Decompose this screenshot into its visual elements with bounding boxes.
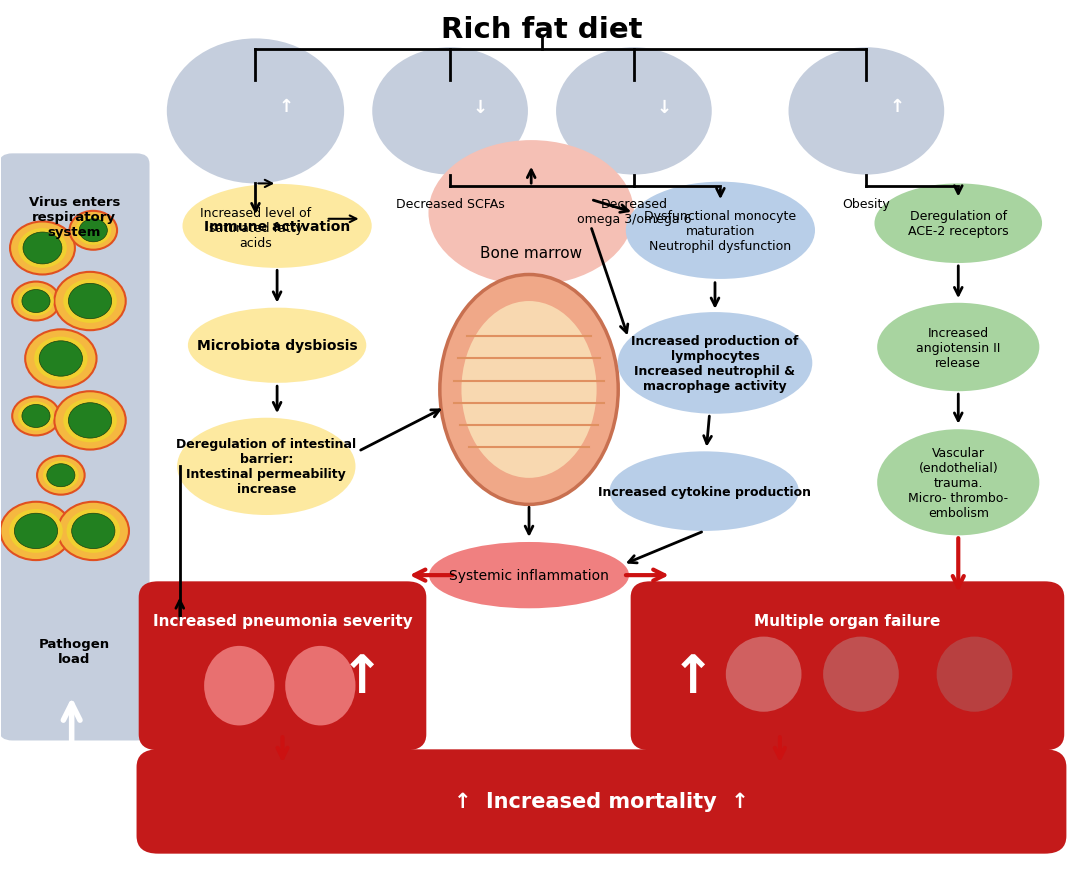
Ellipse shape bbox=[188, 308, 366, 384]
Text: Increased pneumonia severity: Increased pneumonia severity bbox=[153, 613, 412, 628]
Ellipse shape bbox=[285, 646, 356, 726]
Text: Increased cytokine production: Increased cytokine production bbox=[597, 485, 811, 498]
Circle shape bbox=[72, 514, 115, 549]
Text: Immune activation: Immune activation bbox=[204, 220, 350, 234]
Circle shape bbox=[63, 280, 117, 323]
Circle shape bbox=[18, 229, 67, 268]
Text: Virus enters
respiratory
system: Virus enters respiratory system bbox=[28, 196, 120, 238]
Circle shape bbox=[43, 461, 79, 490]
Text: ↓: ↓ bbox=[473, 98, 488, 116]
Ellipse shape bbox=[204, 646, 274, 726]
Circle shape bbox=[37, 456, 85, 495]
Text: ↑: ↑ bbox=[279, 98, 294, 116]
Text: ↓: ↓ bbox=[657, 98, 672, 116]
Ellipse shape bbox=[877, 303, 1040, 392]
Circle shape bbox=[54, 392, 126, 450]
FancyBboxPatch shape bbox=[137, 750, 1067, 854]
Text: ↑: ↑ bbox=[671, 651, 715, 703]
Circle shape bbox=[10, 222, 75, 276]
Ellipse shape bbox=[609, 452, 799, 532]
Ellipse shape bbox=[726, 637, 801, 712]
Circle shape bbox=[66, 509, 120, 553]
Text: Bone marrow: Bone marrow bbox=[480, 245, 582, 260]
Text: Dysfunctional monocyte
maturation
Neutrophil dysfunction: Dysfunctional monocyte maturation Neutro… bbox=[644, 210, 797, 253]
Circle shape bbox=[22, 291, 50, 313]
Text: Systemic inflammation: Systemic inflammation bbox=[449, 569, 609, 582]
Circle shape bbox=[69, 212, 117, 251]
Circle shape bbox=[68, 403, 112, 439]
Circle shape bbox=[54, 273, 126, 330]
Circle shape bbox=[34, 338, 88, 381]
Circle shape bbox=[556, 48, 712, 175]
Circle shape bbox=[23, 233, 62, 265]
Text: Rich fat diet: Rich fat diet bbox=[441, 16, 643, 43]
Circle shape bbox=[372, 48, 528, 175]
Circle shape bbox=[57, 502, 129, 561]
Circle shape bbox=[12, 283, 60, 321]
Ellipse shape bbox=[625, 183, 815, 280]
Text: Multiple organ failure: Multiple organ failure bbox=[754, 613, 941, 628]
Text: Increased
angiotensin II
release: Increased angiotensin II release bbox=[916, 326, 1001, 369]
Ellipse shape bbox=[823, 637, 899, 712]
Ellipse shape bbox=[440, 276, 618, 505]
Text: ↑: ↑ bbox=[339, 651, 384, 703]
Ellipse shape bbox=[618, 313, 812, 415]
Text: ↑: ↑ bbox=[889, 98, 904, 116]
Ellipse shape bbox=[428, 141, 634, 286]
Text: Deregulation of
ACE-2 receptors: Deregulation of ACE-2 receptors bbox=[908, 210, 1008, 238]
Text: ↑  Increased mortality  ↑: ↑ Increased mortality ↑ bbox=[454, 791, 749, 812]
Circle shape bbox=[18, 402, 54, 431]
Text: Increased production of
lymphocytes
Increased neutrophil &
macrophage activity: Increased production of lymphocytes Incr… bbox=[631, 335, 799, 392]
Circle shape bbox=[12, 397, 60, 436]
FancyBboxPatch shape bbox=[139, 582, 426, 750]
Ellipse shape bbox=[877, 430, 1040, 536]
Circle shape bbox=[0, 502, 72, 561]
Ellipse shape bbox=[937, 637, 1012, 712]
Circle shape bbox=[22, 405, 50, 428]
Ellipse shape bbox=[875, 184, 1042, 264]
Circle shape bbox=[68, 284, 112, 319]
Circle shape bbox=[63, 399, 117, 443]
Ellipse shape bbox=[177, 418, 356, 516]
FancyBboxPatch shape bbox=[631, 582, 1064, 750]
Text: Obesity: Obesity bbox=[842, 198, 890, 211]
Circle shape bbox=[14, 514, 57, 549]
Circle shape bbox=[167, 39, 344, 184]
Text: Decreased SCFAs: Decreased SCFAs bbox=[396, 198, 504, 211]
Text: Vascular
(endothelial)
trauma.
Micro- thrombo-
embolism: Vascular (endothelial) trauma. Micro- th… bbox=[908, 447, 1008, 519]
Text: Increased level of
saturated fatty
acids: Increased level of saturated fatty acids bbox=[199, 206, 311, 249]
Text: Microbiota dysbiosis: Microbiota dysbiosis bbox=[197, 338, 358, 353]
Ellipse shape bbox=[462, 302, 596, 478]
Circle shape bbox=[25, 330, 96, 388]
Circle shape bbox=[39, 341, 82, 377]
Ellipse shape bbox=[182, 184, 372, 268]
Text: Pathogen
load: Pathogen load bbox=[39, 637, 109, 665]
Circle shape bbox=[79, 220, 107, 243]
Circle shape bbox=[788, 48, 944, 175]
Circle shape bbox=[10, 509, 63, 553]
Circle shape bbox=[18, 287, 54, 316]
Text: Deregulation of intestinal
barrier:
Intestinal permeability
increase: Deregulation of intestinal barrier: Inte… bbox=[177, 438, 357, 496]
FancyBboxPatch shape bbox=[0, 154, 150, 741]
Circle shape bbox=[76, 216, 112, 245]
Text: Decreased
omega 3/omega 6: Decreased omega 3/omega 6 bbox=[577, 198, 692, 225]
Ellipse shape bbox=[429, 542, 629, 609]
Circle shape bbox=[47, 464, 75, 487]
